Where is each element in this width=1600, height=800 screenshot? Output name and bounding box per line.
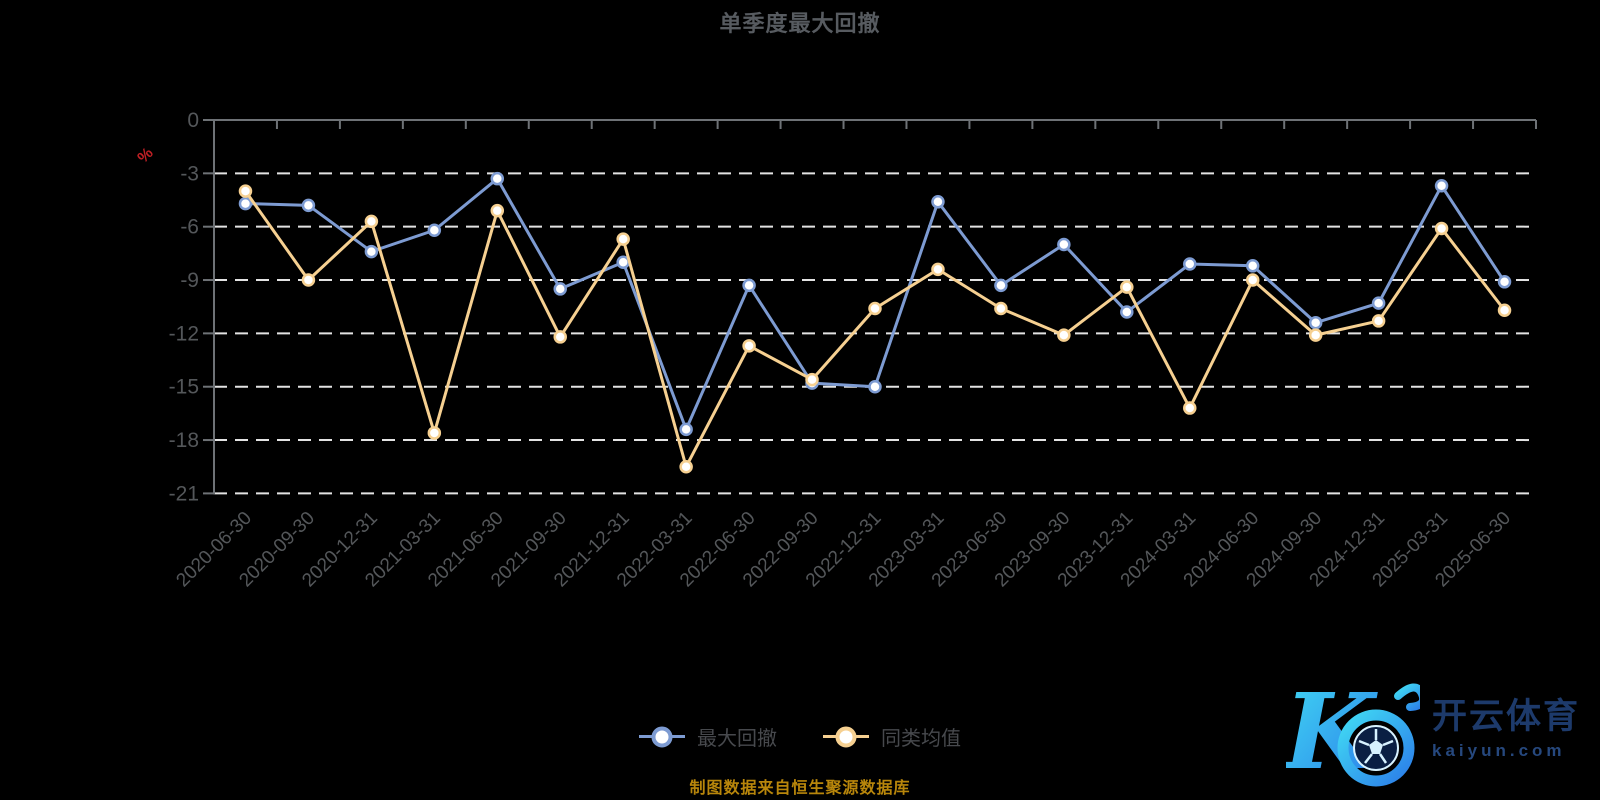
data-point-0-2022-12-31 — [868, 379, 882, 394]
y-tick-label--15: -15 — [169, 376, 199, 399]
data-point-0-2021-09-30 — [553, 282, 567, 296]
data-point-0-2024-09-30 — [1308, 315, 1323, 330]
legend-label-max-drawdown: 最大回撤 — [697, 728, 777, 750]
data-point-1-2025-06-30 — [1497, 303, 1512, 318]
legend-marker-line-max-drawdown — [639, 726, 685, 747]
data-point-1-2022-12-31 — [868, 301, 882, 316]
data-point-0-2023-09-30 — [1057, 237, 1071, 252]
data-point-0-2025-03-31 — [1434, 179, 1449, 193]
kaiyun-domain: kaiyun.com — [1432, 741, 1566, 761]
data-point-1-2021-09-30 — [553, 330, 567, 344]
data-point-1-2022-09-30 — [805, 372, 819, 387]
data-point-1-2020-12-31 — [364, 214, 379, 229]
data-point-1-2024-03-31 — [1183, 401, 1197, 415]
legend-label-category-average: 同类均值 — [881, 728, 961, 750]
kaiyun-brand-name: 开云体育 — [1432, 696, 1581, 736]
y-tick-label--3: -3 — [180, 162, 199, 185]
data-point-1-2024-09-30 — [1308, 328, 1323, 342]
data-point-0-2023-06-30 — [994, 278, 1008, 293]
y-tick-label--9: -9 — [180, 269, 199, 292]
legend-marker-dot-category-average — [835, 726, 857, 747]
data-point-1-2025-03-31 — [1434, 221, 1449, 236]
data-point-0-2024-06-30 — [1245, 259, 1260, 273]
legend-item-category-average[interactable]: 同类均值 — [823, 722, 961, 751]
data-point-1-2024-12-31 — [1371, 314, 1386, 328]
data-point-1-2020-06-30 — [238, 184, 253, 198]
data-point-0-2020-09-30 — [301, 198, 316, 213]
y-tick-label--18: -18 — [169, 429, 199, 452]
y-tick-label--6: -6 — [180, 216, 199, 239]
data-point-1-2024-06-30 — [1245, 273, 1260, 287]
data-source-note: 制图数据来自恒生聚源数据库 — [689, 780, 911, 797]
data-point-0-2022-03-31 — [679, 422, 693, 437]
kaiyun-watermark: K 开云体育 kaiyun.com — [1286, 666, 1580, 792]
y-tick-label--12: -12 — [169, 322, 199, 345]
data-point-0-2020-06-30 — [238, 196, 253, 211]
legend-marker-dot-max-drawdown — [651, 726, 673, 747]
data-point-0-2022-06-30 — [742, 278, 756, 293]
kaiyun-logo-icon: K — [1286, 670, 1420, 792]
data-point-1-2023-09-30 — [1057, 328, 1071, 342]
data-point-1-2021-06-30 — [490, 203, 505, 218]
data-point-0-2024-03-31 — [1183, 257, 1197, 271]
data-point-1-2022-03-31 — [679, 459, 693, 474]
data-point-0-2021-03-31 — [427, 223, 442, 237]
chart-legend: 最大回撤 同类均值 — [0, 722, 1600, 751]
data-point-1-2021-03-31 — [427, 426, 442, 440]
data-point-0-2020-12-31 — [364, 244, 379, 259]
legend-item-max-drawdown[interactable]: 最大回撤 — [639, 722, 777, 751]
y-tick-label--21: -21 — [169, 482, 199, 505]
data-point-0-2024-12-31 — [1371, 296, 1386, 310]
data-point-1-2023-06-30 — [994, 301, 1008, 316]
data-point-1-2021-12-31 — [616, 232, 630, 246]
data-point-0-2025-06-30 — [1497, 275, 1512, 289]
kaiyun-watermark-text: 开云体育 kaiyun.com — [1432, 697, 1580, 761]
data-point-1-2023-12-31 — [1120, 280, 1134, 294]
data-point-1-2023-03-31 — [931, 262, 945, 277]
data-point-0-2023-03-31 — [931, 195, 945, 209]
legend-marker-line-category-average — [823, 726, 869, 747]
data-point-1-2020-09-30 — [301, 273, 316, 287]
data-point-0-2021-06-30 — [490, 171, 505, 186]
data-point-0-2023-12-31 — [1120, 305, 1134, 319]
data-point-1-2022-06-30 — [742, 339, 756, 353]
chart-title: 单季度最大回撤 — [719, 11, 881, 36]
y-tick-label-0: 0 — [187, 109, 199, 132]
